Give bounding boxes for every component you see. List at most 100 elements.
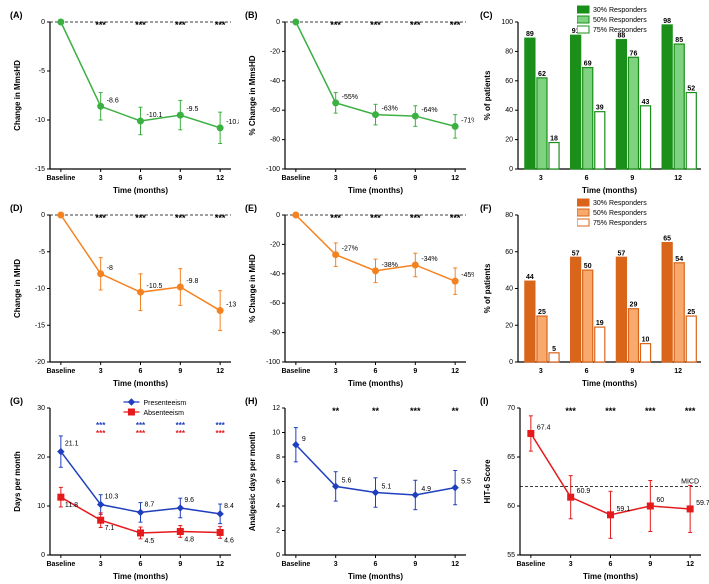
svg-text:-20: -20 [270, 48, 280, 55]
svg-text:10.3: 10.3 [105, 494, 119, 501]
svg-text:8.4: 8.4 [224, 503, 234, 510]
svg-text:-15: -15 [35, 166, 45, 173]
svg-text:0: 0 [41, 19, 45, 26]
svg-text:% of patients: % of patients [483, 263, 492, 313]
svg-text:-80: -80 [270, 137, 280, 144]
svg-text:8: 8 [276, 454, 280, 461]
svg-text:***: *** [370, 20, 381, 30]
svg-text:-27%: -27% [342, 246, 358, 253]
svg-text:12: 12 [216, 561, 224, 568]
svg-text:9: 9 [413, 368, 417, 375]
svg-text:7.1: 7.1 [105, 525, 115, 532]
svg-text:0: 0 [509, 166, 513, 173]
svg-text:***: *** [450, 213, 461, 223]
svg-text:-8: -8 [107, 265, 113, 272]
svg-text:Baseline: Baseline [46, 175, 75, 182]
svg-text:-10.1: -10.1 [147, 112, 163, 119]
svg-text:MICD: MICD [681, 478, 699, 485]
svg-text:-5: -5 [39, 68, 45, 75]
svg-text:-34%: -34% [421, 256, 437, 263]
svg-text:-100: -100 [266, 359, 280, 366]
svg-text:9: 9 [413, 175, 417, 182]
panel-A: -15-10-50Baseline36912************-8.6-1… [8, 8, 239, 197]
svg-text:***: *** [565, 406, 576, 416]
svg-text:-20: -20 [270, 241, 280, 248]
svg-text:Time (months): Time (months) [582, 186, 637, 195]
svg-text:25: 25 [687, 309, 695, 316]
svg-text:-9.5: -9.5 [186, 106, 198, 113]
svg-text:100: 100 [501, 19, 513, 26]
svg-text:(C): (C) [480, 10, 493, 20]
svg-text:89: 89 [526, 31, 534, 38]
svg-text:-71%: -71% [461, 117, 474, 124]
svg-text:54: 54 [675, 256, 683, 263]
svg-text:70: 70 [507, 405, 515, 412]
svg-text:Time (months): Time (months) [113, 379, 168, 388]
svg-text:30: 30 [37, 405, 45, 412]
svg-text:60: 60 [505, 249, 513, 256]
svg-text:0: 0 [276, 212, 280, 219]
svg-text:30% Responders: 30% Responders [593, 7, 647, 14]
svg-text:Time (months): Time (months) [113, 186, 168, 195]
svg-text:9: 9 [178, 368, 182, 375]
svg-text:(G): (G) [10, 396, 23, 406]
svg-text:-20: -20 [35, 359, 45, 366]
svg-text:Analgesic days per month: Analgesic days per month [248, 432, 257, 532]
svg-text:-10: -10 [35, 117, 45, 124]
svg-text:67.4: 67.4 [537, 424, 551, 431]
panel-B: -100-80-60-40-200Baseline36912**********… [243, 8, 474, 197]
svg-text:6: 6 [609, 561, 613, 568]
svg-text:**: ** [332, 406, 340, 416]
svg-text:80: 80 [505, 48, 513, 55]
svg-text:***: *** [175, 213, 186, 223]
panel-G: 0102030Baseline36912PresenteeismAbsentee… [8, 394, 239, 583]
svg-text:***: *** [175, 20, 186, 30]
svg-text:5: 5 [552, 346, 556, 353]
panel-C: 0204060801003691289621891693988764398855… [478, 8, 709, 197]
svg-text:12: 12 [686, 561, 694, 568]
svg-text:3: 3 [539, 368, 543, 375]
svg-text:3: 3 [334, 368, 338, 375]
svg-text:Baseline: Baseline [46, 368, 75, 375]
svg-text:9: 9 [178, 561, 182, 568]
svg-text:57: 57 [617, 250, 625, 257]
svg-text:0: 0 [276, 552, 280, 559]
svg-text:Time (months): Time (months) [583, 572, 638, 581]
panel-H: 024681012Baseline36912*********95.65.14.… [243, 394, 474, 583]
svg-text:% Change in MmsHD: % Change in MmsHD [248, 55, 257, 135]
svg-text:-40: -40 [270, 271, 280, 278]
svg-text:12: 12 [216, 368, 224, 375]
svg-text:-80: -80 [270, 330, 280, 337]
svg-text:0: 0 [276, 19, 280, 26]
svg-text:(D): (D) [10, 203, 23, 213]
svg-text:HIT-6 Score: HIT-6 Score [483, 459, 492, 504]
svg-text:Days per month: Days per month [13, 451, 22, 512]
svg-text:***: *** [176, 429, 186, 438]
svg-text:21.1: 21.1 [65, 441, 79, 448]
svg-text:(B): (B) [245, 10, 258, 20]
svg-text:10: 10 [272, 430, 280, 437]
svg-text:-13: -13 [226, 302, 236, 309]
svg-text:12: 12 [451, 175, 459, 182]
svg-text:***: *** [330, 20, 341, 30]
svg-text:Time (months): Time (months) [348, 572, 403, 581]
svg-text:-10.5: -10.5 [147, 283, 163, 290]
svg-text:60.9: 60.9 [577, 488, 591, 495]
svg-text:6: 6 [585, 175, 589, 182]
svg-text:Baseline: Baseline [46, 561, 75, 568]
svg-text:60: 60 [505, 78, 513, 85]
svg-text:***: *** [410, 20, 421, 30]
panel-E: -100-80-60-40-200Baseline36912**********… [243, 201, 474, 390]
svg-text:4: 4 [276, 503, 280, 510]
svg-text:***: *** [645, 406, 656, 416]
svg-text:85: 85 [675, 37, 683, 44]
svg-text:***: *** [685, 406, 696, 416]
svg-text:12: 12 [216, 175, 224, 182]
svg-text:4.9: 4.9 [421, 486, 431, 493]
svg-text:6: 6 [374, 561, 378, 568]
svg-text:52: 52 [687, 86, 695, 93]
svg-text:9.6: 9.6 [184, 497, 194, 504]
svg-text:12: 12 [674, 368, 682, 375]
svg-text:60: 60 [507, 503, 515, 510]
svg-text:3: 3 [569, 561, 573, 568]
